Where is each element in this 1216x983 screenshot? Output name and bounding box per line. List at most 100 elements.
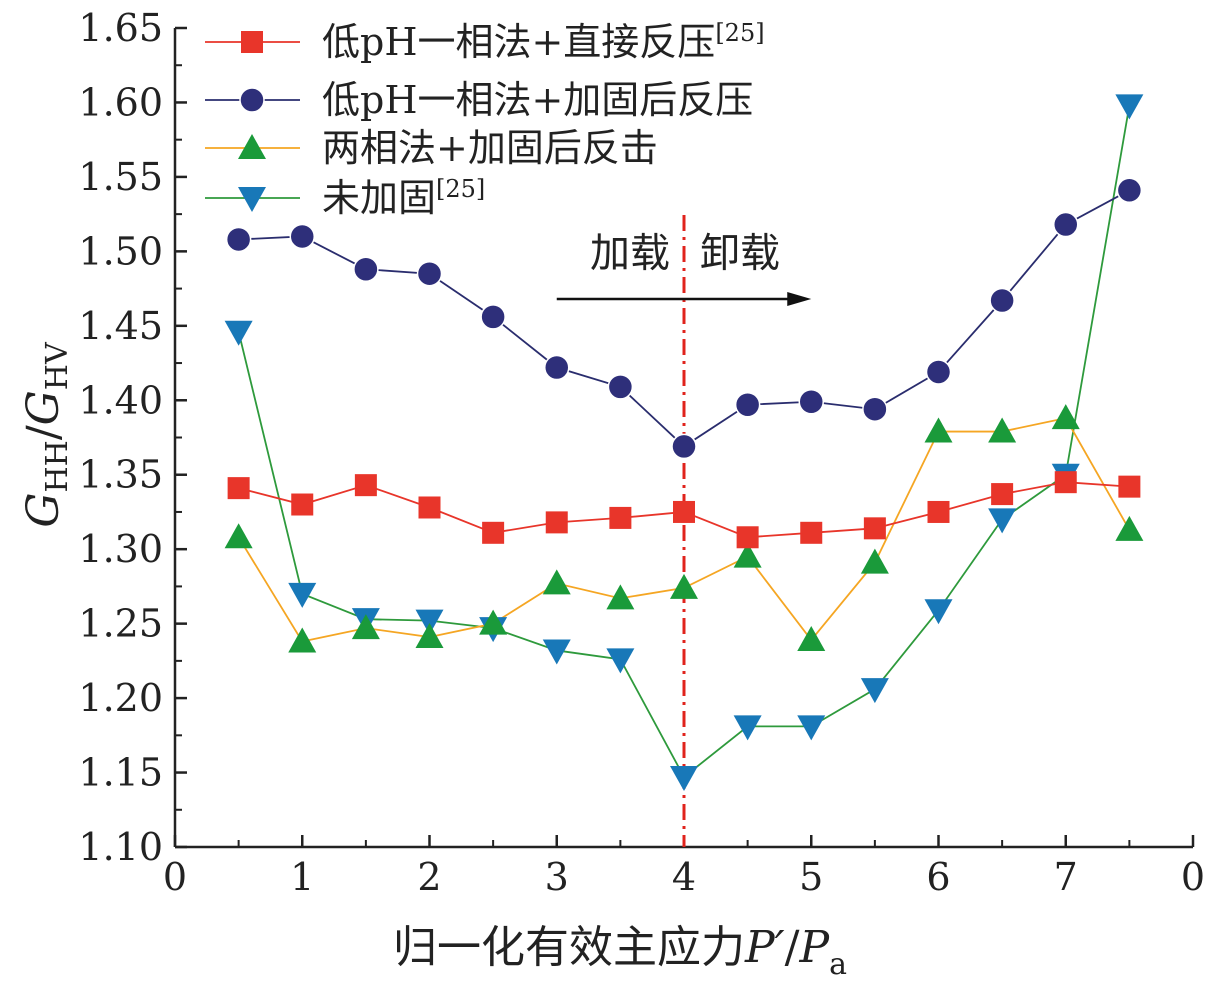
legend-item-2: 低pH一相法+加固后反压 <box>205 78 753 122</box>
data-point <box>797 626 826 652</box>
data-point <box>670 573 698 599</box>
y-tick-label: 1.60 <box>78 80 163 124</box>
data-point <box>733 715 762 741</box>
legend-label-text: 低pH一相法+直接反压 <box>322 20 715 64</box>
y-tick-label: 1.35 <box>78 453 163 497</box>
data-point <box>354 474 377 497</box>
axes: 1.10 1.15 1.20 1.25 1.30 1.35 1.40 1.45 1.50 1.55… <box>78 6 1205 899</box>
y-tick-label: 1.45 <box>78 304 163 348</box>
series-points-3 <box>224 404 1144 653</box>
data-point <box>988 417 1017 443</box>
data-point <box>607 374 634 400</box>
y-tick-label: 1.10 <box>78 825 163 869</box>
data-point <box>542 569 571 595</box>
series-layer <box>224 94 1144 792</box>
legend-marker <box>238 134 266 159</box>
x-axis-title: 归一化有效主应力P′/Pa <box>393 922 847 982</box>
data-point <box>671 433 697 460</box>
loading-annotation: 加载 卸载 <box>556 215 812 847</box>
legend-label-text: 未加固 <box>322 176 436 220</box>
legend-label-text: 两相法+加固后反击 <box>322 126 658 170</box>
data-point <box>542 639 571 665</box>
data-point <box>288 582 317 608</box>
legend-label: 未加固[25] <box>322 175 485 220</box>
data-point <box>734 391 761 418</box>
series-points-2 <box>225 177 1143 460</box>
x-tick-label: 2 <box>417 855 441 899</box>
y-tick-label: 1.25 <box>78 602 163 646</box>
data-point <box>545 511 568 534</box>
legend-marker <box>239 87 265 113</box>
data-point <box>1118 475 1141 498</box>
data-point <box>1054 471 1077 494</box>
y-tick-label: 1.15 <box>78 751 163 795</box>
x-tick-label: 7 <box>1054 855 1078 899</box>
data-point <box>482 521 505 544</box>
data-point <box>924 417 953 443</box>
legend-marker <box>238 187 266 212</box>
legend-marker <box>241 31 263 53</box>
x-tick-label: 5 <box>799 855 823 899</box>
data-point <box>860 678 889 704</box>
data-point <box>1115 515 1144 541</box>
legend: 低pH一相法+直接反压[25]低pH一相法+加固后反压两相法+加固后反击未加固[… <box>205 19 765 220</box>
x-tick-label: 4 <box>672 855 696 899</box>
y-tick-label: 1.55 <box>78 155 163 199</box>
data-point <box>800 521 823 544</box>
data-point <box>1115 94 1144 120</box>
legend-item-4: 未加固[25] <box>205 175 485 220</box>
unloading-label: 卸载 <box>700 230 780 276</box>
data-point <box>860 548 889 574</box>
data-point <box>862 396 888 422</box>
data-point <box>225 226 252 253</box>
series-points-1 <box>227 471 1141 549</box>
x-tick-label: 3 <box>545 855 569 899</box>
data-point <box>227 477 250 500</box>
y-tick-label: 1.20 <box>78 676 163 720</box>
loading-label: 加载 <box>590 230 670 276</box>
data-point <box>480 304 506 330</box>
data-point <box>991 483 1014 506</box>
legend-label: 低pH一相法+加固后反压 <box>322 78 753 122</box>
legend-item-1: 低pH一相法+直接反压[25] <box>205 19 765 64</box>
y-tick-label: 1.30 <box>78 527 163 571</box>
arrow-head <box>787 292 812 307</box>
legend-label-sup: [25] <box>715 19 764 47</box>
data-point <box>1116 177 1143 204</box>
x-tick-label: 6 <box>926 855 950 899</box>
data-point <box>351 614 380 640</box>
y-axis-title: GHH/GHV <box>18 341 75 528</box>
data-point <box>989 287 1015 314</box>
data-point <box>797 715 826 741</box>
legend-label-text: 低pH一相法+加固后反压 <box>322 78 753 122</box>
data-point <box>606 584 635 610</box>
data-point <box>924 599 953 625</box>
data-point <box>291 493 314 516</box>
data-point <box>609 506 632 529</box>
y-tick-label: 1.40 <box>78 378 163 422</box>
data-point <box>1051 404 1080 430</box>
data-point <box>224 320 253 346</box>
y-tick-label: 1.50 <box>78 229 163 273</box>
data-point <box>925 359 952 385</box>
data-point <box>736 526 759 549</box>
data-point <box>733 542 762 568</box>
data-point <box>415 609 444 635</box>
x-tick-label: 0 <box>1181 855 1205 899</box>
data-point <box>863 517 886 540</box>
data-point <box>289 223 315 250</box>
data-point <box>673 500 695 523</box>
x-tick-label: 1 <box>290 855 314 899</box>
series-points-4 <box>224 94 1144 792</box>
data-point <box>415 623 444 649</box>
data-point <box>224 523 253 549</box>
data-point <box>606 648 635 674</box>
data-point <box>927 500 950 523</box>
legend-label: 低pH一相法+直接反压[25] <box>322 19 765 64</box>
legend-label: 两相法+加固后反击 <box>322 126 658 170</box>
data-point <box>479 609 508 635</box>
data-point <box>670 766 698 792</box>
data-point <box>798 389 824 415</box>
data-point <box>416 260 443 287</box>
